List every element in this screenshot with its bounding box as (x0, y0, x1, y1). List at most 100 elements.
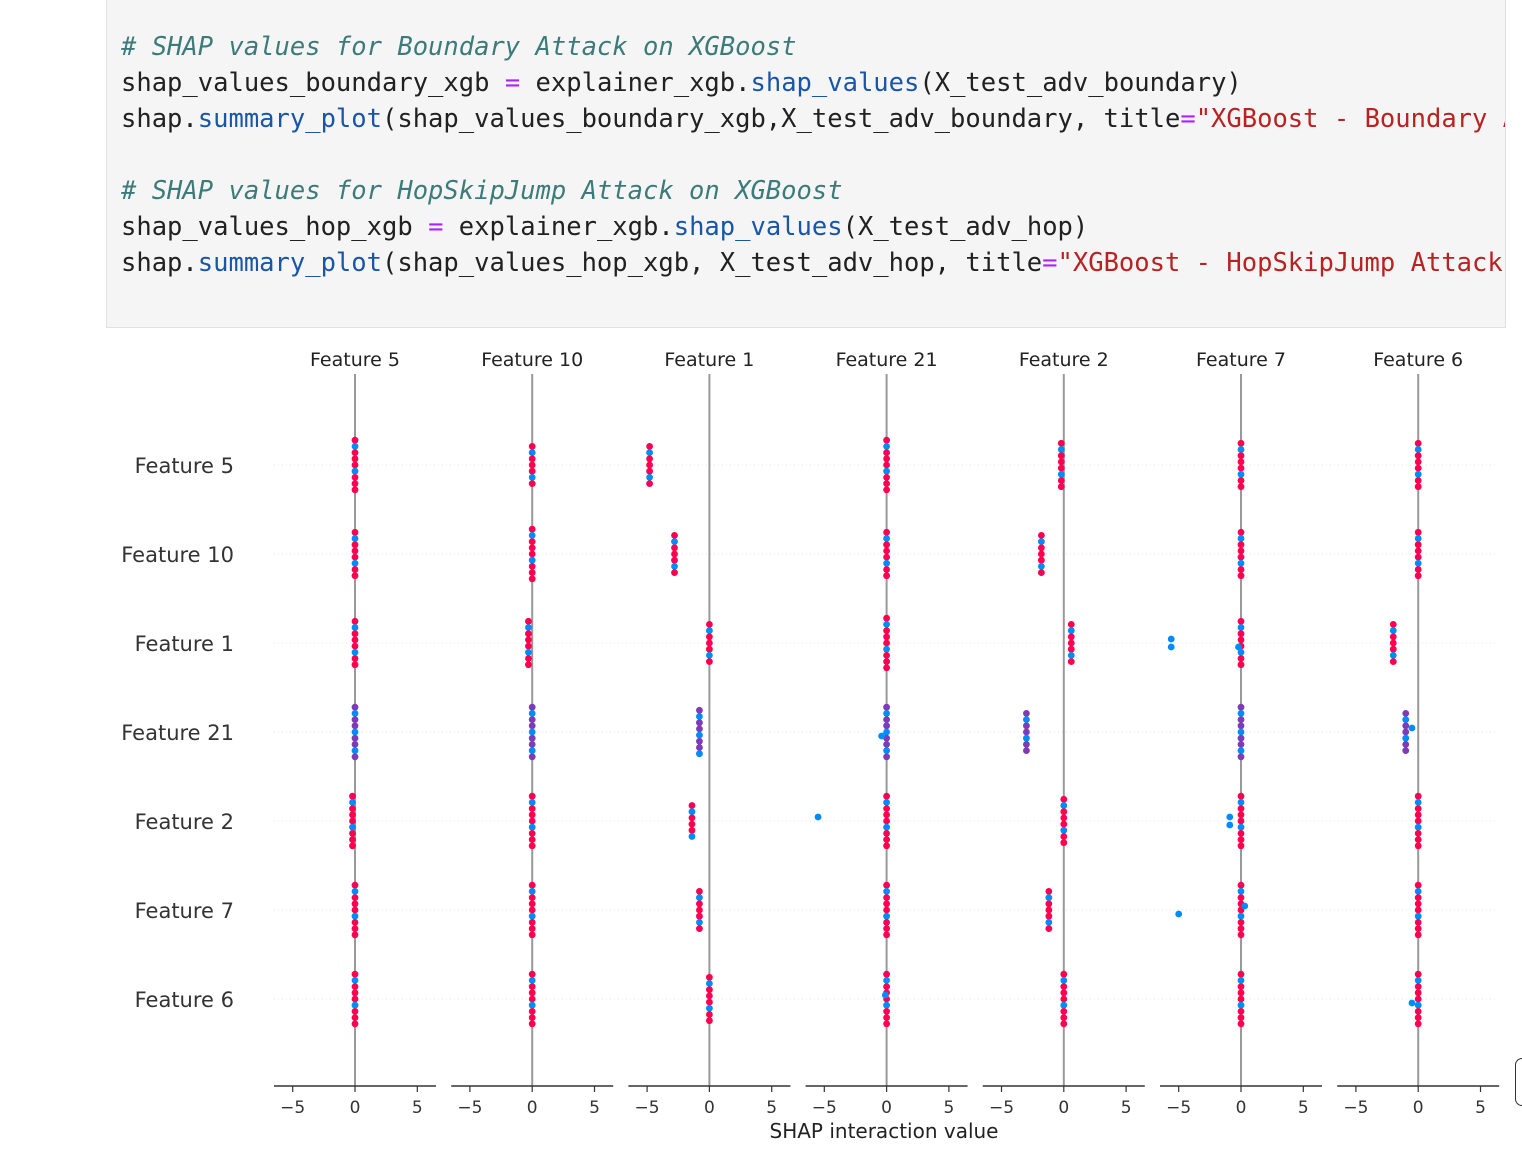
data-point (1414, 439, 1422, 447)
x-tick-label: 0 (1413, 1098, 1424, 1118)
data-point (696, 900, 703, 908)
data-point (883, 480, 890, 487)
x-tick-label: 5 (943, 1098, 954, 1118)
data-point (1402, 728, 1410, 736)
data-point (883, 919, 890, 926)
data-point (1057, 464, 1065, 472)
data-point (696, 888, 703, 895)
code-cell[interactable]: # SHAP values for Boundary Attack on XGB… (106, 0, 1506, 328)
data-point (1414, 541, 1422, 549)
data-point (351, 547, 359, 555)
data-point (1060, 977, 1068, 984)
data-point (528, 811, 536, 819)
data-point (883, 553, 890, 561)
data-point (646, 443, 653, 450)
data-point (528, 461, 536, 469)
data-point (1060, 795, 1068, 803)
data-point (1414, 888, 1422, 895)
data-point-outlier (1167, 635, 1175, 643)
data-point (706, 986, 713, 994)
data-point (1237, 799, 1245, 806)
data-point (883, 535, 890, 542)
data-point (883, 728, 890, 736)
data-point (1414, 830, 1422, 837)
data-point (1045, 906, 1053, 914)
data-point (688, 833, 696, 840)
data-point (706, 645, 713, 653)
data-point (528, 532, 536, 539)
data-point (1389, 627, 1397, 634)
data-point (706, 998, 713, 1006)
data-point (1414, 470, 1422, 478)
x-tick-label: 5 (1298, 1098, 1309, 1118)
data-point (1414, 446, 1422, 453)
data-point (671, 544, 678, 552)
data-point (1023, 728, 1030, 736)
data-point (1237, 483, 1245, 491)
data-point (351, 559, 359, 567)
data-point (528, 753, 536, 761)
x-axis-label: SHAP interaction value (770, 1119, 999, 1143)
data-point (883, 572, 890, 580)
data-point (671, 550, 678, 558)
data-point (528, 983, 536, 990)
data-point (1037, 538, 1045, 545)
data-point (883, 842, 890, 850)
data-point (528, 799, 536, 806)
column-title: Feature 5 (310, 349, 400, 371)
data-point (1414, 983, 1422, 990)
data-point (1237, 823, 1245, 831)
data-point (1045, 900, 1053, 908)
data-point (1414, 931, 1422, 939)
data-point (883, 461, 890, 469)
data-point (688, 802, 696, 809)
data-point (688, 808, 696, 816)
data-point (883, 1001, 890, 1009)
data-point (351, 983, 359, 990)
data-point (351, 912, 359, 920)
data-point (1237, 446, 1245, 453)
data-point (1237, 728, 1245, 736)
data-point (1023, 741, 1030, 748)
data-point (883, 1020, 890, 1028)
data-point (1060, 1001, 1068, 1009)
data-point (706, 980, 713, 987)
data-point (351, 925, 359, 932)
data-point-outlier (1408, 999, 1416, 1007)
data-point (1402, 741, 1410, 748)
data-point (1237, 1014, 1245, 1021)
data-point-outlier (1167, 643, 1175, 651)
data-point (1402, 734, 1410, 742)
data-point (671, 532, 678, 539)
column-title: Feature 2 (1019, 349, 1109, 371)
data-point (351, 572, 359, 580)
data-point (351, 995, 359, 1003)
data-point (1045, 894, 1053, 901)
data-point (1414, 842, 1422, 850)
data-point (1057, 439, 1065, 447)
data-point (1060, 820, 1068, 828)
data-point (1414, 894, 1422, 901)
data-point (351, 919, 359, 926)
data-point (349, 823, 356, 831)
data-point (696, 750, 703, 758)
data-point-outlier (1175, 910, 1183, 918)
data-point (1067, 652, 1075, 659)
row-label: Feature 10 (121, 543, 234, 567)
scroll-handle[interactable] (1515, 1058, 1522, 1106)
data-point (1237, 477, 1245, 484)
data-point (351, 722, 359, 730)
data-point (1237, 753, 1245, 761)
data-point (351, 1008, 359, 1015)
data-point (528, 1014, 536, 1021)
data-point (351, 624, 359, 631)
code-line-6: shap_values_hop_xgb = explainer_xgb.shap… (121, 212, 1089, 242)
data-point (1402, 716, 1410, 723)
code-line-5: # SHAP values for HopSkipJump Attack on … (121, 176, 843, 206)
data-point (1237, 648, 1245, 656)
data-point (1067, 639, 1075, 647)
data-point (646, 467, 653, 475)
data-point (351, 888, 359, 895)
data-point (1023, 710, 1030, 717)
data-point (1237, 547, 1245, 555)
